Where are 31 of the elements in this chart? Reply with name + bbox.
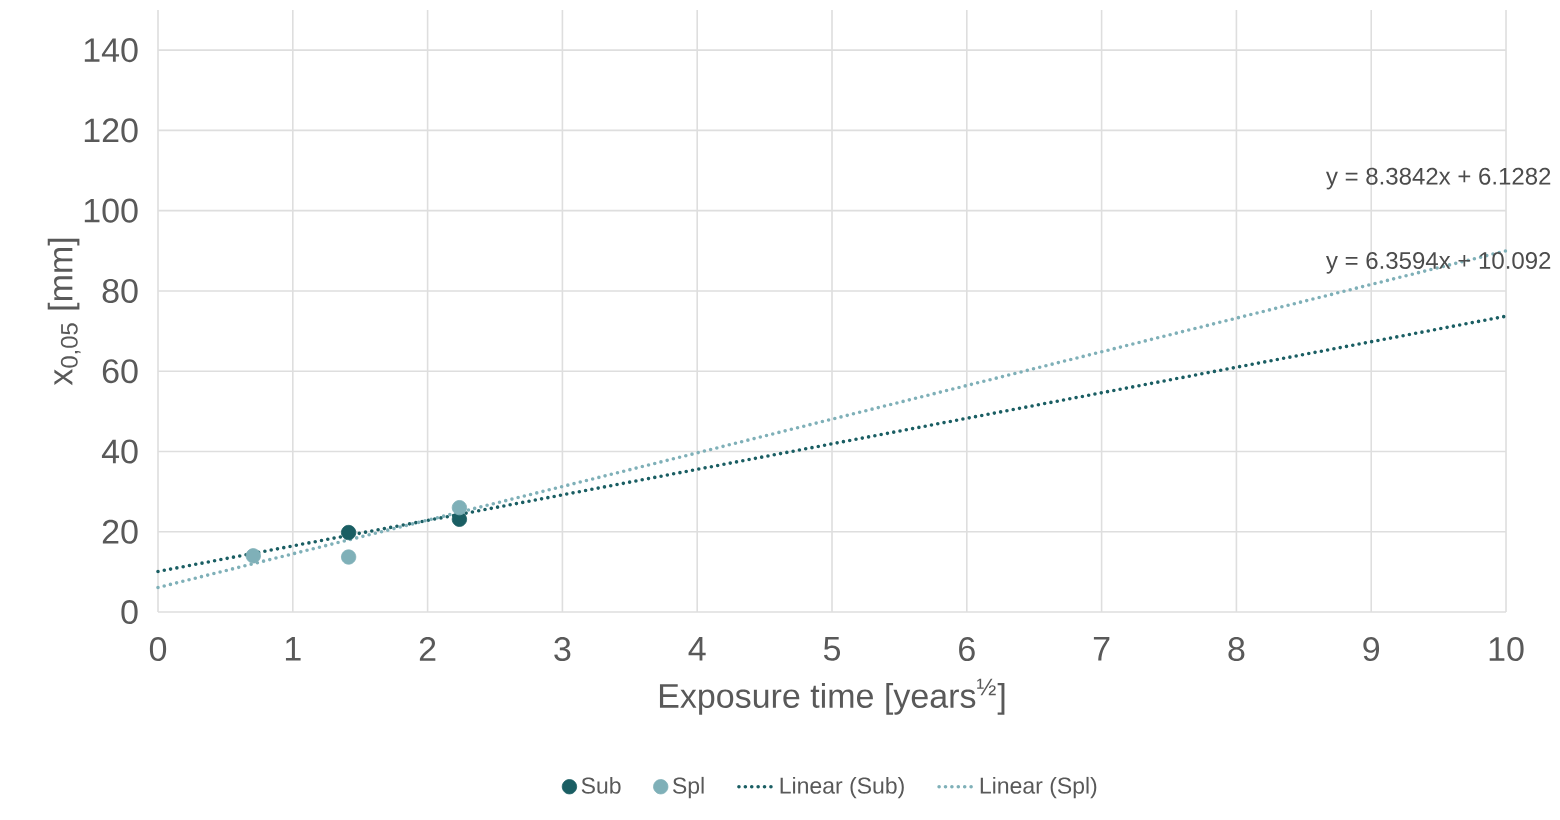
x-tick-label: 6: [959, 637, 975, 662]
y-tick-label: 100: [84, 198, 138, 223]
x-tick-label: 0: [149, 637, 167, 662]
annotation: y = 8.3842x + 6.1282: [1325, 167, 1551, 190]
y-tick-label: 120: [84, 118, 138, 143]
y-tick-label: 80: [102, 278, 138, 303]
y-tick-label: 140: [84, 38, 138, 63]
x-tick-label: 9: [1363, 637, 1380, 662]
y-axis-title: x$_{0,05}$ [mm]: [47, 238, 81, 386]
x-tick-label: 3: [554, 637, 571, 662]
point: [245, 548, 261, 564]
legend-label: Linear (Sub): [780, 776, 904, 799]
point: [341, 524, 357, 541]
point: [451, 500, 468, 516]
y-tick-label: 0: [121, 599, 138, 625]
y-tick-label: 60: [102, 359, 138, 384]
y-tick-label: 20: [102, 519, 138, 544]
y-tick-label: 40: [101, 439, 138, 464]
x-tick-label: 1: [285, 637, 301, 661]
x-tick-label: 7: [1093, 637, 1110, 661]
legend-label: Sub: [581, 776, 621, 794]
x-tick-label: 2: [419, 637, 436, 661]
x-tick-label: 4: [688, 637, 706, 661]
x-axis-title: Exposure time [years$^{½}$]: [659, 678, 1005, 715]
x-tick-label: 5: [823, 637, 841, 661]
x-tick-label: 10: [1489, 637, 1524, 662]
legend-label: Linear (Spl): [980, 776, 1097, 799]
annotation: y = 6.3594x + 10.092: [1325, 251, 1551, 274]
legend-label: Spl: [672, 776, 704, 799]
x-tick-label: 8: [1228, 637, 1245, 662]
point: [341, 549, 357, 565]
